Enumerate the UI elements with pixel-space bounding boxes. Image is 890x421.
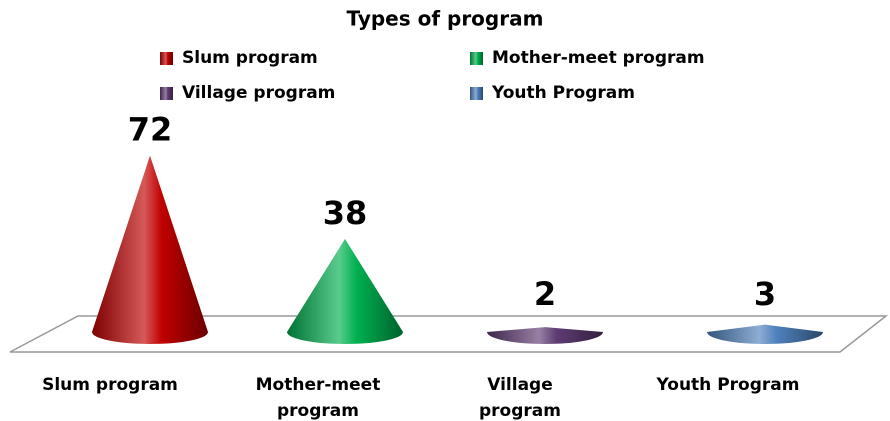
legend-swatch xyxy=(160,52,173,65)
value-label: 38 xyxy=(323,194,368,232)
cone xyxy=(92,155,208,344)
legend-swatch xyxy=(160,87,173,100)
value-label: 2 xyxy=(534,275,556,313)
legend-label: Youth Program xyxy=(491,83,635,103)
x-tick-label: Youth Program xyxy=(656,375,800,395)
legend-swatch xyxy=(470,87,483,100)
legend-label: Village program xyxy=(182,83,335,103)
value-label: 72 xyxy=(128,111,173,149)
legend-swatch xyxy=(470,52,483,65)
floor xyxy=(9,315,889,353)
x-tick-label: Village program xyxy=(479,375,561,421)
legend-label: Slum program xyxy=(182,48,318,68)
cone xyxy=(287,238,403,344)
value-label: 3 xyxy=(754,275,776,313)
x-tick-label: Mother-meet program xyxy=(256,375,381,421)
x-tick-label: Slum program xyxy=(42,375,178,395)
chart-title: Types of program xyxy=(347,7,544,31)
cone xyxy=(707,324,823,344)
legend-label: Mother-meet program xyxy=(492,48,705,68)
cone xyxy=(487,327,603,344)
